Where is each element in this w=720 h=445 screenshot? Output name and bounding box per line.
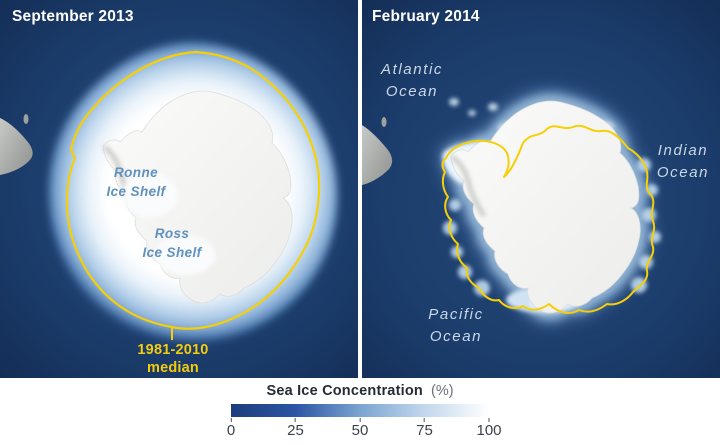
tick-mark (488, 418, 490, 422)
indian-line1: Indian (657, 142, 709, 159)
panel-title-september: September 2013 (12, 8, 134, 25)
atlantic-ocean-label: Atlantic Ocean (368, 59, 456, 103)
panel-february-2014: February 2014 Atlantic Ocean Indian Ocea… (362, 0, 720, 378)
tick-label: 100 (476, 422, 502, 439)
pacific-line2: Ocean (429, 328, 483, 345)
ross-line2: Ice Shelf (142, 245, 202, 260)
indian-line2: Ocean (656, 164, 710, 181)
median-line1: 1981-2010 (137, 342, 209, 358)
atlantic-line2: Ocean (385, 83, 439, 100)
pacific-line1: Pacific (428, 306, 484, 323)
legend-title-text: Sea Ice Concentration (266, 383, 423, 399)
tick-label: 25 (287, 422, 304, 439)
pacific-ocean-label: Pacific Ocean (413, 304, 499, 348)
tick-mark (295, 418, 296, 422)
ronne-line1: Ronne (114, 165, 158, 180)
west-coast-ice-blobs (443, 199, 490, 296)
legend-footer: Sea Ice Concentration (%) 0 25 50 75 (0, 378, 720, 445)
tick-mark (359, 418, 361, 422)
tick-label: 50 (351, 422, 369, 439)
legend-unit-text: (%) (430, 383, 454, 399)
colorbar-tick-25: 25 (287, 418, 304, 439)
february-map-art (362, 0, 720, 378)
tick-label: 0 (226, 422, 236, 439)
atlantic-line1: Atlantic (381, 61, 443, 78)
indian-ocean-label: Indian Ocean (640, 140, 720, 184)
south-america-tip (362, 125, 393, 185)
tick-label: 75 (416, 422, 433, 439)
panel-title-february: February 2014 (372, 8, 480, 25)
legend-title: Sea Ice Concentration (%) (0, 383, 720, 399)
ronne-line2: Ice Shelf (106, 184, 166, 199)
colorbar-gradient (231, 404, 489, 417)
median-extent-line (441, 124, 656, 314)
tick-mark (424, 418, 425, 422)
colorbar-tick-100: 100 (476, 418, 502, 439)
panel-divider (358, 0, 362, 378)
island (381, 117, 387, 127)
island (23, 114, 29, 124)
ronne-ice-shelf-label: Ronne Ice Shelf (86, 163, 186, 201)
peninsula-ridge (450, 154, 487, 218)
median-line2: median (147, 360, 199, 376)
colorbar: 0 25 50 75 100 (227, 404, 502, 440)
september-map-art (0, 0, 358, 378)
ross-shelf-ice (155, 235, 215, 275)
ross-line1: Ross (154, 226, 190, 241)
colorbar-tick-75: 75 (416, 418, 433, 439)
colorbar-tick-50: 50 (351, 418, 369, 439)
tick-mark (230, 418, 232, 422)
panel-september-2013: September 2013 Ronne Ice Shelf Ross Ice … (0, 0, 358, 378)
ross-ice-shelf-label: Ross Ice Shelf (122, 224, 222, 262)
median-label: 1981-2010 median (113, 341, 233, 377)
colorbar-tick-0: 0 (227, 418, 235, 439)
south-america-tip (0, 118, 33, 175)
ronne-shelf-ice (122, 173, 178, 217)
median-extent-line (65, 50, 321, 330)
